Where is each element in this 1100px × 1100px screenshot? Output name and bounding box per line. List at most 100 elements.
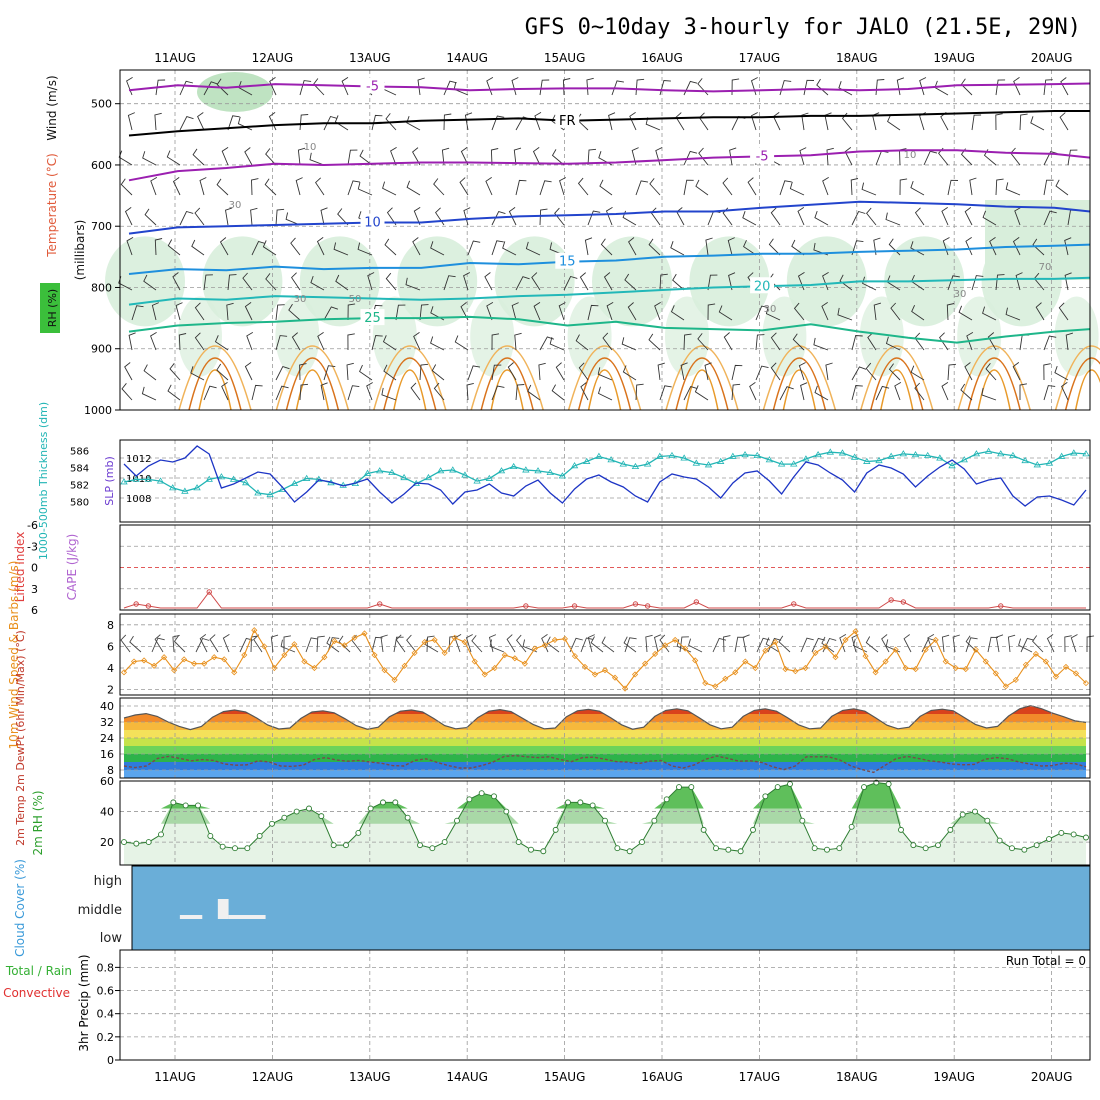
cape-point — [206, 589, 212, 595]
wind-barb — [648, 333, 661, 351]
wind-barb — [727, 237, 735, 256]
thickness-point — [485, 474, 494, 481]
rh-point — [380, 799, 386, 806]
thickness-point — [948, 462, 956, 469]
run-total-label: Run Total = 0 — [1006, 954, 1086, 968]
rh-point — [330, 842, 337, 849]
wind-barb — [525, 241, 541, 256]
temperature-contour — [587, 369, 622, 411]
wind-barb — [927, 634, 935, 653]
thickness-point — [680, 454, 688, 461]
wind-barb — [118, 150, 133, 166]
wind-barb — [491, 364, 502, 381]
wind-barb — [586, 77, 594, 96]
wind-barb — [590, 636, 604, 653]
thickness-point — [424, 473, 433, 481]
thickness-point — [923, 451, 932, 458]
wind-barb — [244, 302, 253, 321]
rh-point — [478, 790, 485, 797]
wind-speed-point — [611, 674, 619, 681]
cape-point — [998, 603, 1004, 609]
wind-barb — [966, 332, 974, 351]
cloud-block — [228, 915, 266, 919]
thickness-point — [205, 475, 213, 482]
wind-barb — [885, 212, 901, 226]
rh-point — [614, 845, 621, 852]
wind-barb — [888, 363, 901, 381]
rh-point — [343, 842, 349, 849]
cape-point — [644, 603, 651, 609]
wind-barb — [1043, 179, 1054, 196]
wind-speed-point — [231, 669, 238, 676]
wind-barb — [226, 302, 234, 321]
wind-speed-point — [862, 653, 869, 660]
wind-barb — [251, 240, 266, 256]
wind-barb — [242, 272, 253, 291]
wind-barb — [770, 207, 781, 226]
wind-barb — [366, 382, 373, 401]
wind-barb — [982, 210, 997, 226]
isotherm-line — [128, 315, 1091, 344]
wind-speed-point — [221, 656, 228, 663]
wind-barb — [821, 636, 835, 653]
li-tick-label: 0 — [31, 562, 38, 575]
rh-point — [1083, 834, 1089, 841]
wind-barb — [793, 302, 805, 321]
wind-barb — [1015, 272, 1023, 291]
wind-barb — [851, 210, 866, 226]
wind-barb — [723, 332, 733, 351]
thickness-point — [1057, 452, 1066, 459]
wind-barb — [195, 637, 210, 653]
wind-barb — [433, 382, 445, 401]
wind-speed-point — [732, 669, 739, 676]
thickness-point — [546, 468, 554, 475]
wind-barb — [216, 178, 229, 196]
isotherm-line — [128, 243, 1091, 275]
thickness-point — [132, 475, 140, 482]
wind-barb — [490, 148, 499, 166]
wind-barb — [244, 147, 253, 166]
wind-barb — [194, 332, 205, 351]
cloud-block — [217, 899, 229, 919]
wind-speed-point — [471, 658, 478, 665]
wind-barb — [406, 180, 421, 196]
wind-barb — [750, 112, 758, 131]
wind-barb — [491, 333, 500, 351]
rh-point — [947, 826, 954, 833]
wind-barb — [460, 147, 469, 166]
thickness-point — [802, 455, 810, 462]
wind-barb — [338, 635, 351, 653]
wind-barb — [522, 639, 538, 653]
wind-barb — [299, 383, 309, 401]
rh-point — [602, 817, 608, 824]
date-label-top: 16AUG — [641, 51, 683, 65]
wind-barb — [659, 385, 672, 401]
wind-barb — [875, 385, 890, 401]
wind-barb — [237, 116, 253, 131]
wind-barb — [958, 305, 973, 321]
wind-barb — [131, 305, 144, 321]
wind-barb — [947, 179, 959, 196]
cape-point — [377, 601, 383, 607]
wind-barb — [1070, 634, 1078, 653]
wind-barb — [580, 637, 594, 653]
isotherm-label: 10 — [364, 216, 381, 231]
thickness-point — [229, 475, 238, 482]
wind-barb — [941, 634, 950, 653]
wind-speed-point — [591, 671, 599, 678]
wind-barb — [539, 208, 548, 226]
wind-barb — [816, 78, 829, 96]
wind-barb — [866, 207, 877, 226]
wind-barb — [514, 332, 522, 351]
wind-barb — [310, 275, 325, 291]
wind-speed-point — [642, 660, 649, 667]
date-label-bottom: 14AUG — [446, 1070, 488, 1084]
wind-barb — [290, 237, 301, 256]
wind-speed-point — [1052, 673, 1060, 680]
rh-point — [861, 784, 867, 791]
wind-barb — [297, 147, 306, 166]
wind-barb — [965, 635, 978, 653]
wind-barb — [128, 332, 136, 351]
temperature-contour — [1064, 357, 1100, 411]
